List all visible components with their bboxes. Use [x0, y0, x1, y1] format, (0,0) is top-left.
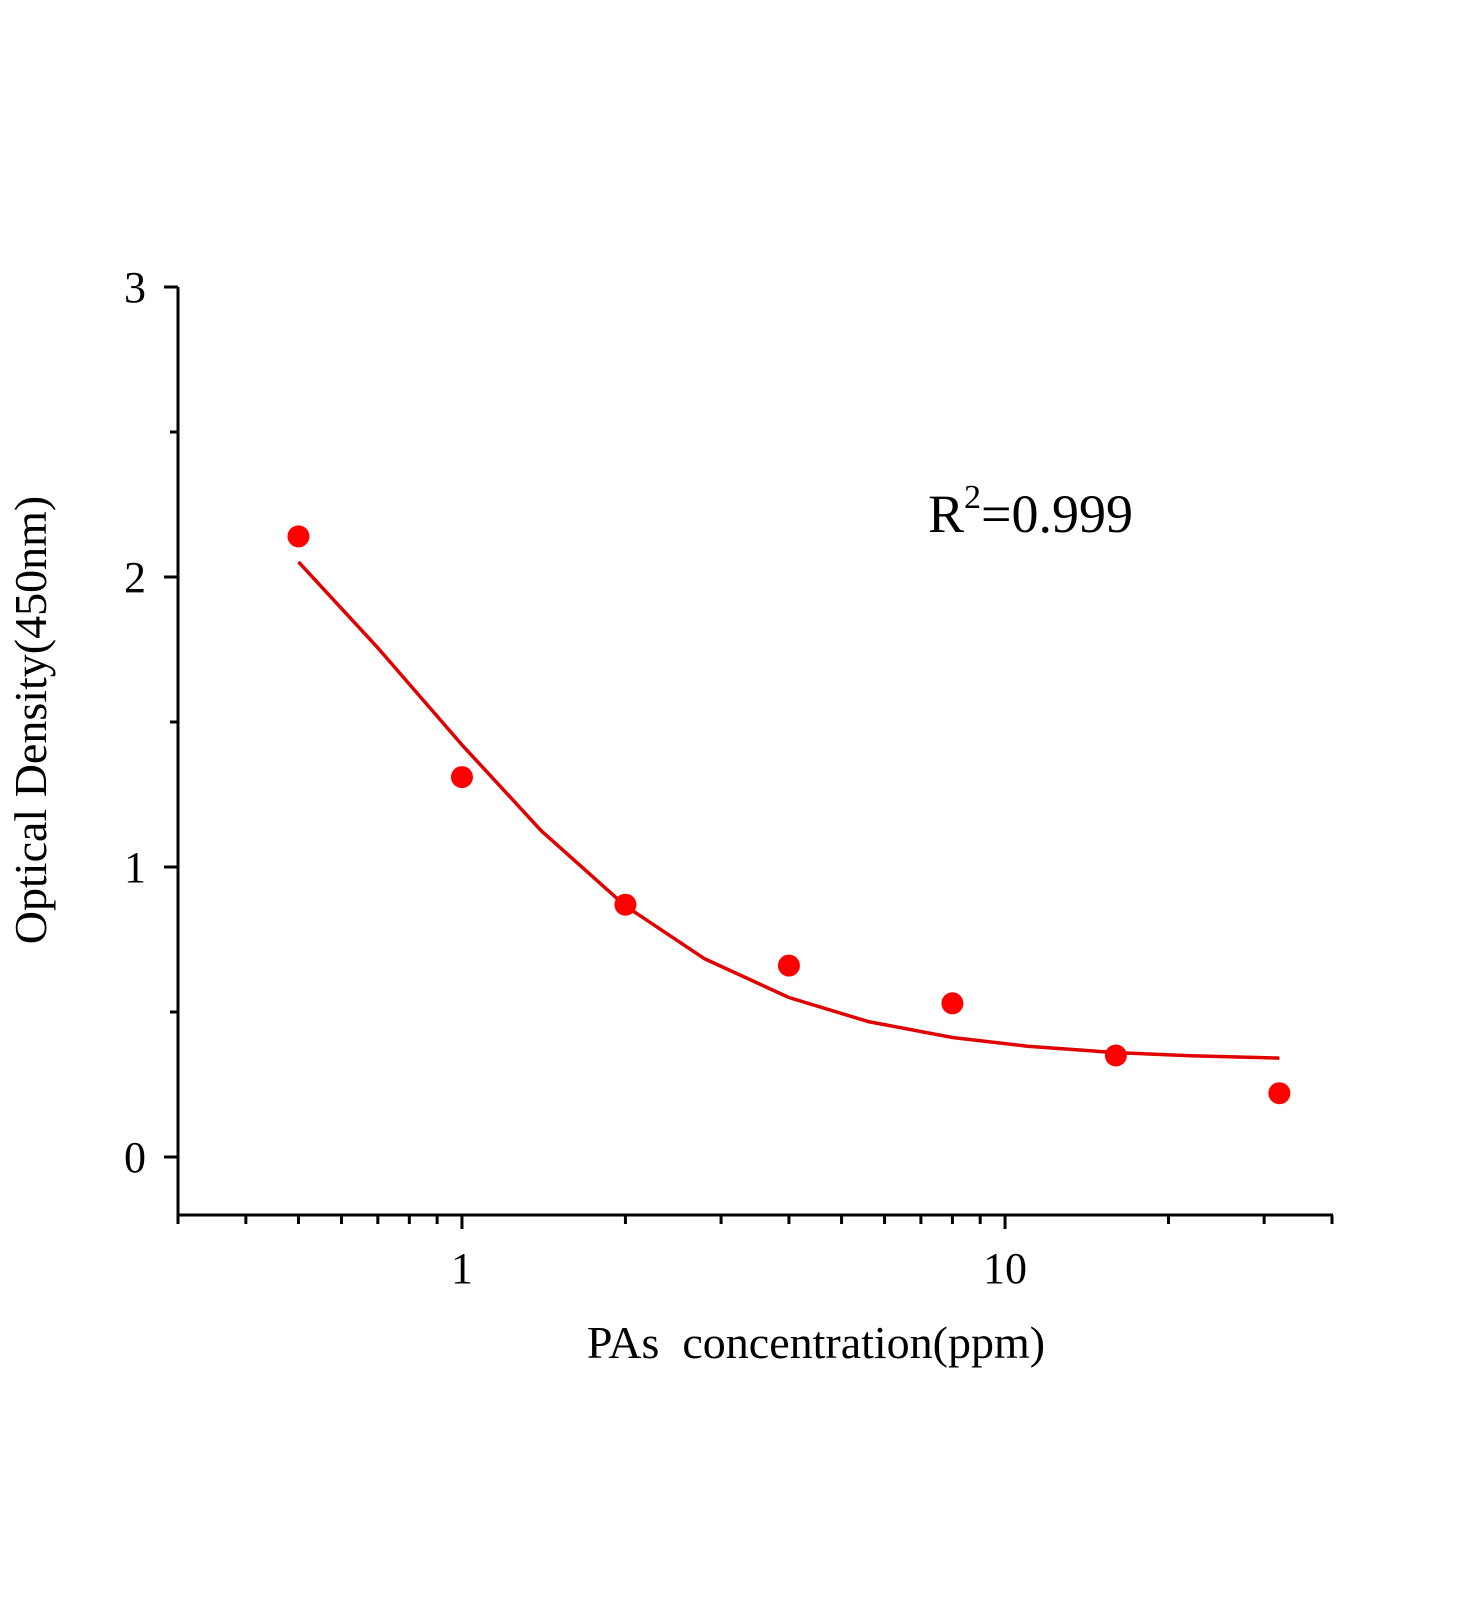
y-tick-label: 1	[124, 843, 146, 892]
data-point	[941, 992, 964, 1015]
r-squared-annotation: R2=0.999	[928, 479, 1133, 544]
r-squared-value: =0.999	[981, 484, 1133, 544]
y-tick-label: 2	[124, 553, 146, 602]
r-squared-sup: 2	[964, 479, 981, 516]
r-squared-base: R	[928, 484, 964, 544]
x-tick-label: 1	[451, 1244, 473, 1293]
axes: 0 1 2 3 1 10	[124, 263, 1334, 1293]
data-point	[777, 954, 800, 977]
y-axis-label: Optical Density(450nm)	[5, 496, 56, 944]
x-tick-label: 10	[983, 1244, 1027, 1293]
x-axis-label: PAs concentration(ppm)	[587, 1317, 1045, 1368]
data-point	[287, 525, 310, 548]
data-points-layer	[287, 525, 1291, 1105]
data-point	[1104, 1044, 1127, 1067]
fit-curve-layer	[297, 560, 1280, 1060]
data-point	[450, 766, 473, 789]
data-point	[1268, 1082, 1291, 1105]
data-point	[614, 893, 637, 916]
fit-curve-line	[297, 560, 1280, 1060]
y-tick-label: 0	[124, 1133, 146, 1182]
y-tick-label: 3	[124, 263, 146, 312]
